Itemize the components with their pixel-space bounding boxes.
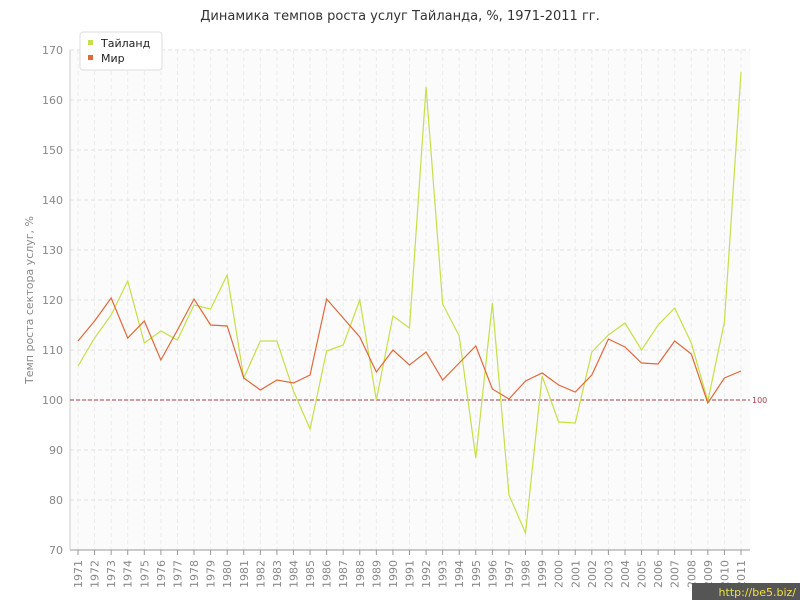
y-tick-label: 70 [49,544,63,557]
x-tick-label: 1978 [188,560,201,588]
x-tick-label: 1992 [420,560,433,588]
legend: Тайланд Мир [79,31,163,71]
x-tick-label: 2004 [619,560,632,588]
x-tick-label: 1971 [72,560,85,588]
legend-label: Тайланд [100,37,151,50]
x-tick-label: 1976 [155,560,168,588]
x-tick-label: 2001 [569,560,582,588]
x-tick-label: 1986 [321,560,334,588]
x-tick-label: 1993 [437,560,450,588]
y-tick-label: 80 [49,494,63,507]
x-tick-label: 2008 [685,560,698,588]
y-tick-label: 140 [42,194,63,207]
y-tick-label: 110 [42,344,63,357]
x-tick-label: 1974 [122,560,135,588]
y-tick-label: 170 [42,44,63,57]
x-tick-label: 1999 [536,560,549,588]
x-tick-label: 1987 [337,560,350,588]
x-tick-label: 2007 [669,560,682,588]
x-tick-label: 2003 [602,560,615,588]
x-tick-label: 2009 [702,560,715,588]
x-tick-label: 1997 [503,560,516,588]
legend-label: Мир [101,52,125,65]
legend-box [79,31,163,71]
y-tick-label: 100 [42,394,63,407]
x-tick-label: 1982 [254,560,267,588]
x-tick-label: 1981 [238,560,251,588]
x-tick-label: 1988 [354,560,367,588]
y-tick-label: 90 [49,444,63,457]
x-tick-label: 2010 [718,560,731,588]
y-tick-label: 130 [42,244,63,257]
y-tick-label: 150 [42,144,63,157]
x-tick-label: 1984 [287,560,300,588]
series-line [77,71,742,536]
reference-label: 100 [752,396,767,405]
x-tick-label: 1980 [221,560,234,588]
x-tick-label: 1995 [470,560,483,588]
x-tick-label: 1990 [387,560,400,588]
y-tick-label: 160 [42,94,63,107]
x-tick-label: 1985 [304,560,317,588]
x-tick-label: 1977 [171,560,184,588]
x-tick-label: 1998 [520,560,533,588]
x-tick-label: 2000 [553,560,566,588]
x-tick-label: 1979 [205,560,218,588]
legend-marker [88,55,93,60]
x-tick-label: 2005 [636,560,649,588]
x-tick-label: 1991 [404,560,417,588]
chart-title: Динамика темпов роста услуг Тайланда, %,… [200,9,599,24]
x-tick-label: 1975 [138,560,151,588]
x-tick-label: 1972 [89,560,102,588]
x-tick-label: 1994 [453,560,466,588]
series-line [77,296,742,405]
x-tick-label: 1973 [105,560,118,588]
watermark: http://be5.biz/ [719,586,797,599]
x-tick-label: 2011 [735,560,748,588]
x-tick-label: 1983 [271,560,284,588]
x-tick-label: 2006 [652,560,665,588]
legend-marker [88,40,93,45]
x-tick-label: 2002 [586,560,599,588]
x-tick-label: 1989 [370,560,383,588]
x-tick-label: 1996 [486,560,499,588]
y-axis-label: Темп роста сектора услуг, % [23,216,36,385]
watermark-bg [692,583,800,600]
y-tick-label: 120 [42,294,63,307]
